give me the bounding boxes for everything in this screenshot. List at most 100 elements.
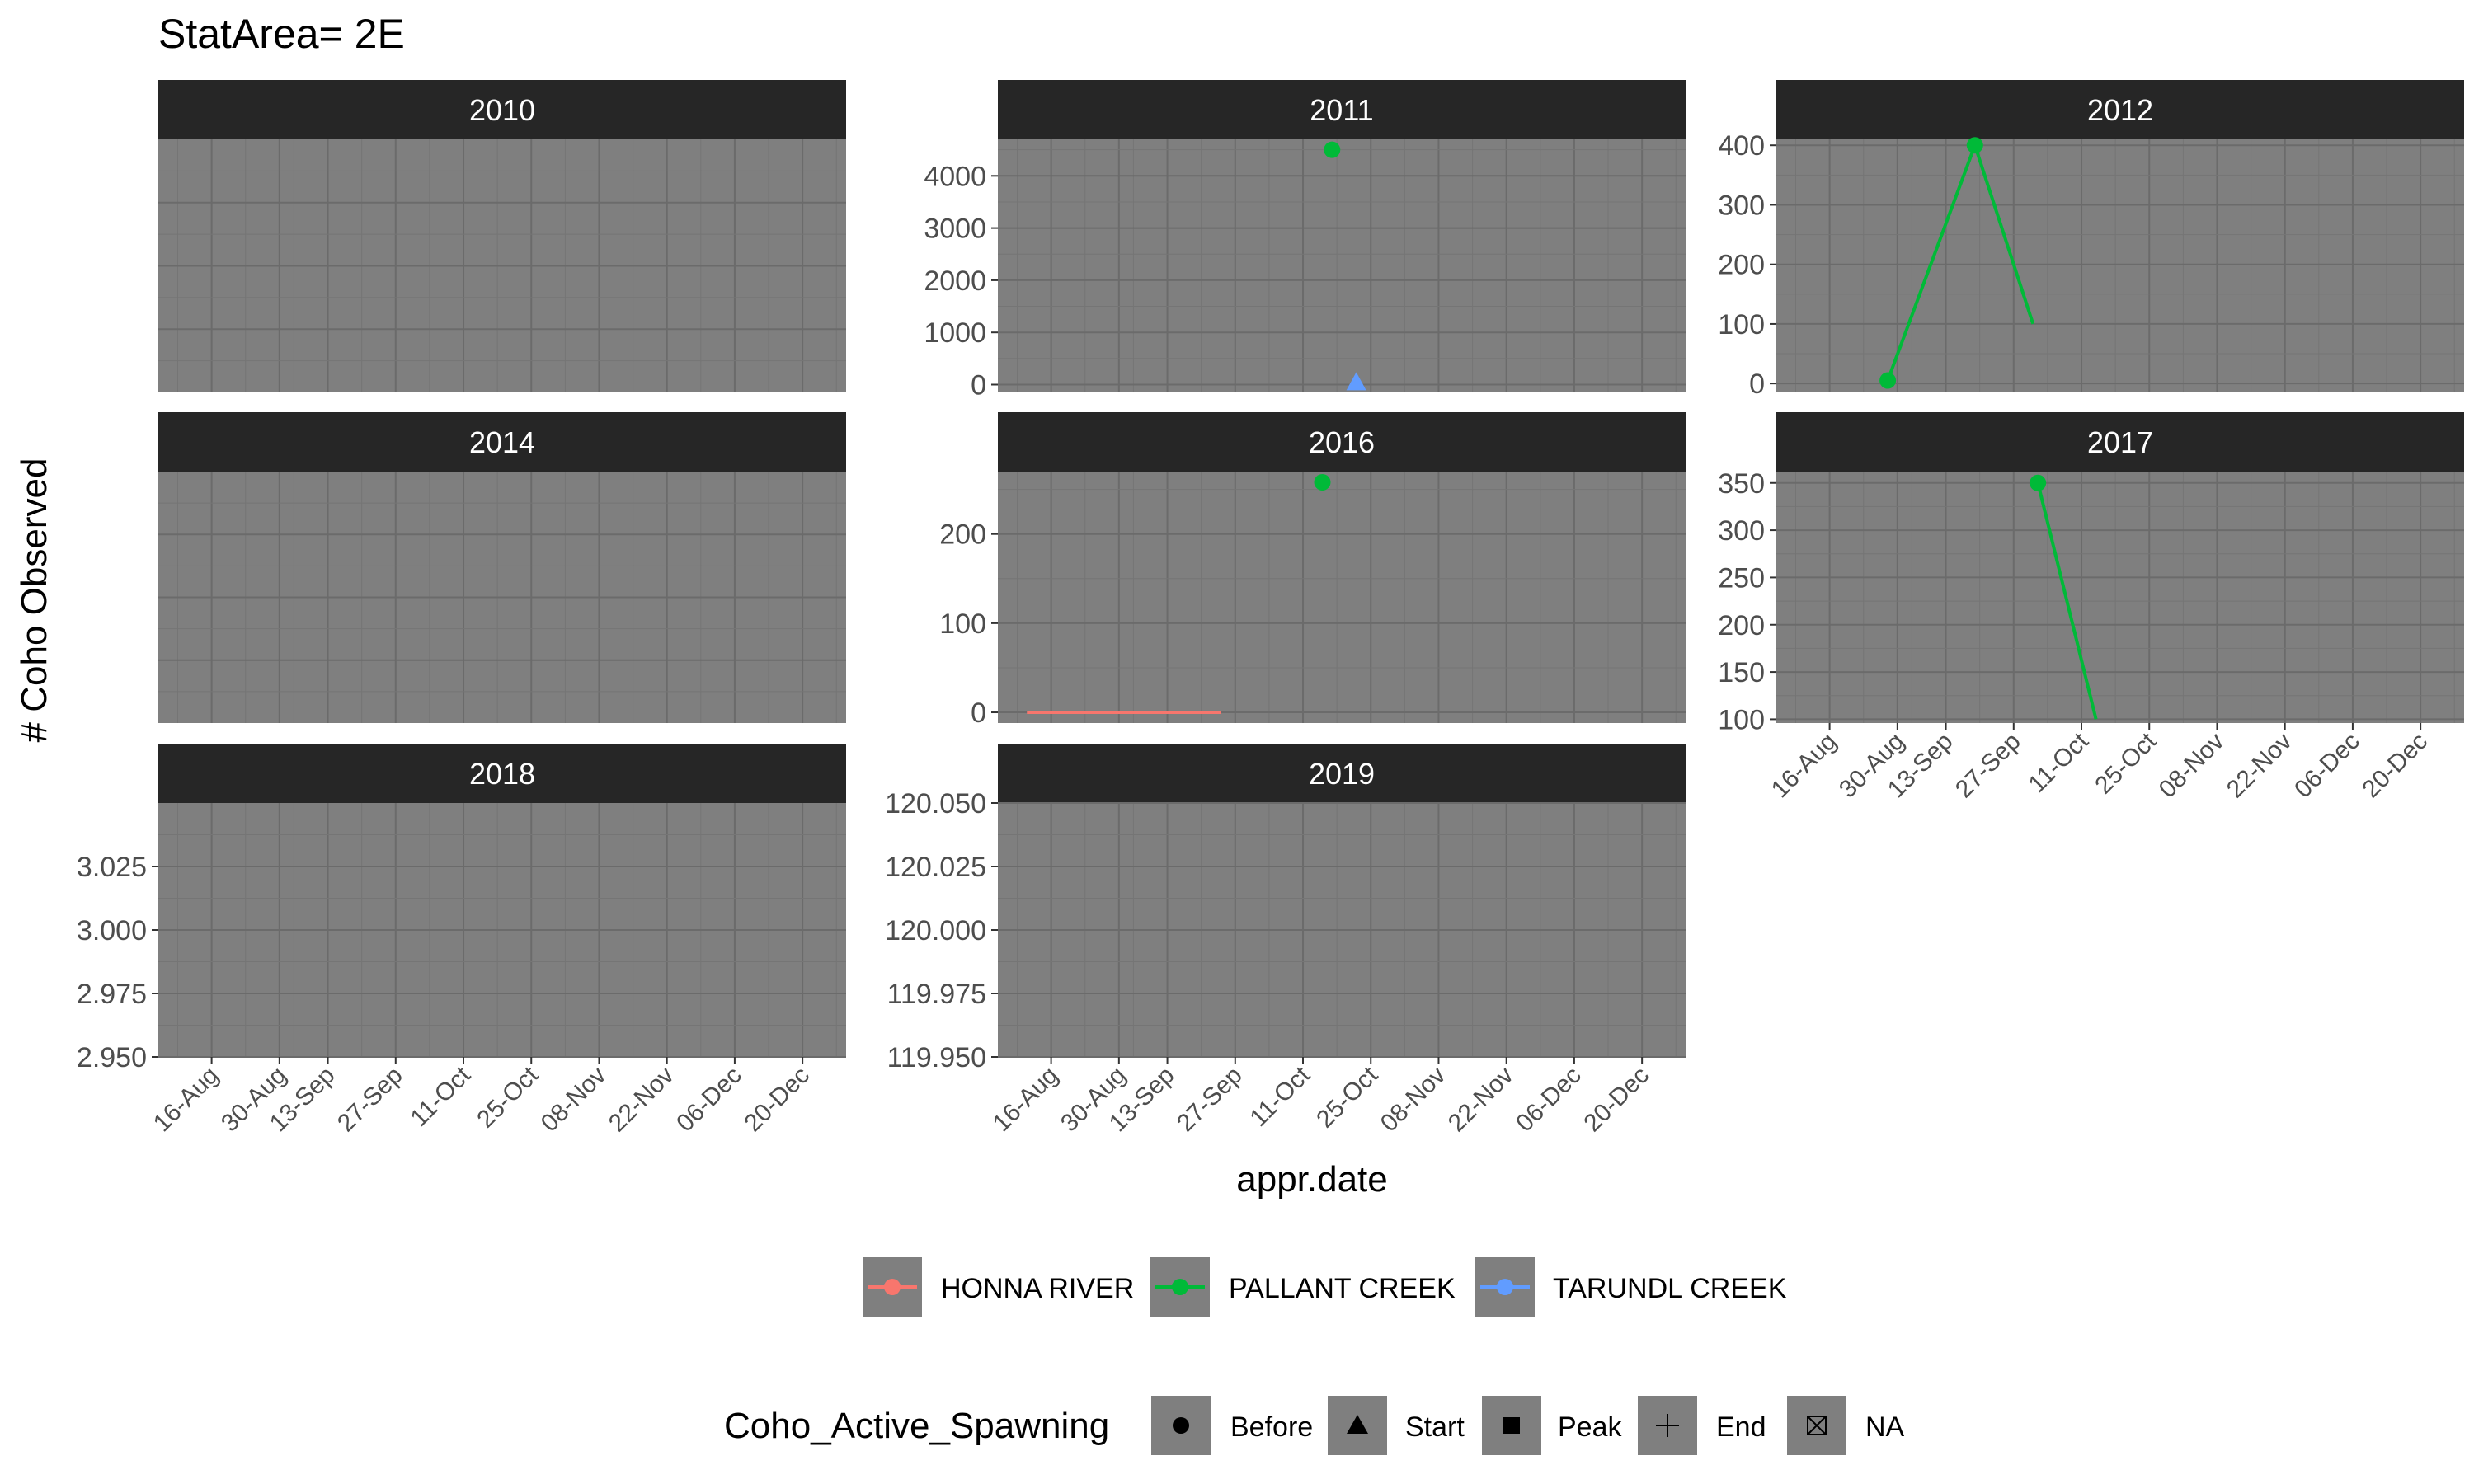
color-legend: HONNA RIVER PALLANT CREEK TARUNDL CREEK xyxy=(863,1257,1787,1317)
x-tick-label: 27-Sep xyxy=(332,1062,408,1138)
legend-dot xyxy=(1172,1279,1188,1295)
y-tick-label: 2.950 xyxy=(77,1042,147,1073)
y-tick-label: 120.050 xyxy=(885,788,986,819)
shape-legend-label: Peak xyxy=(1558,1411,1622,1443)
shape-legend-item-before: Before xyxy=(1151,1396,1313,1455)
legend-label: TARUNDL CREEK xyxy=(1553,1273,1787,1304)
x-tick-label: 06-Dec xyxy=(1511,1062,1587,1138)
x-tick-label: 16-Aug xyxy=(1766,728,1842,804)
y-tick-label: 120.000 xyxy=(885,915,986,946)
y-tick-label: 150 xyxy=(1718,657,1765,688)
shape-box-x xyxy=(1807,1416,1827,1435)
facet-panel-2019: 2019 119.950 119.975 120.000 120.025 120.050 1… xyxy=(885,744,1686,1137)
x-tick-label: 20-Dec xyxy=(1578,1062,1654,1138)
x-tick-label: 25-Oct xyxy=(2090,727,2161,799)
x-tick-label: 20-Dec xyxy=(739,1062,815,1138)
strip-2012 xyxy=(1776,80,2464,139)
strip-2011 xyxy=(998,80,1686,139)
y-tick-label: 119.950 xyxy=(887,1042,986,1073)
y-tick-label: 119.975 xyxy=(887,979,986,1010)
shape-box-x-d2 xyxy=(1807,1416,1827,1435)
x-tick-label: 25-Oct xyxy=(472,1061,543,1133)
facet-panel-2010: 2010 xyxy=(158,80,846,392)
y-axis-title: # Coho Observed xyxy=(14,458,54,743)
legend-dot xyxy=(1497,1279,1513,1295)
shape-legend-item-start: Start xyxy=(1328,1396,1465,1455)
facet-panel-2018: 20182.9502.9753.0003.02516-Aug30-Aug13-S… xyxy=(77,744,846,1137)
strip-label-2019: 2019 xyxy=(1309,757,1375,791)
shape-square xyxy=(1503,1417,1520,1434)
panel-background-2016 xyxy=(998,472,1686,723)
data-point xyxy=(1879,372,1897,389)
legend-label: PALLANT CREEK xyxy=(1229,1273,1456,1304)
strip-2016 xyxy=(998,412,1686,472)
legend-item-tarundl-creek: TARUNDL CREEK xyxy=(1475,1257,1787,1317)
data-point xyxy=(1346,372,1366,391)
y-tick-label: 4000 xyxy=(924,161,986,192)
shape-legend-item-end: End xyxy=(1638,1396,1766,1455)
panel-background-2011 xyxy=(998,139,1686,392)
legend-item-pallant-creek: PALLANT CREEK xyxy=(1150,1257,1456,1317)
strip-2014 xyxy=(158,412,846,472)
strip-label-2011: 2011 xyxy=(1310,93,1373,127)
y-tick-label: 2.975 xyxy=(77,979,147,1010)
x-tick-label: 11-Oct xyxy=(406,1061,477,1132)
legend-item-honna-river: HONNA RIVER xyxy=(863,1257,1134,1317)
x-tick-label: 08-Nov xyxy=(536,1062,612,1138)
x-tick-label: 27-Sep xyxy=(1950,728,2026,804)
y-tick-label: 0 xyxy=(1749,369,1765,400)
y-tick-label: 400 xyxy=(1718,130,1765,162)
y-tick-label: 300 xyxy=(1718,515,1765,547)
x-tick-label: 20-Dec xyxy=(2357,728,2433,804)
y-tick-label: 100 xyxy=(1718,704,1765,735)
panel-background-2017 xyxy=(1776,472,2464,723)
y-tick-label: 200 xyxy=(1718,250,1765,281)
y-tick-label: 250 xyxy=(1718,562,1765,594)
x-tick-label: 27-Sep xyxy=(1172,1062,1248,1138)
x-tick-label: 16-Aug xyxy=(988,1062,1064,1138)
chart-title: StatArea= 2E xyxy=(158,11,405,57)
strip-label-2010: 2010 xyxy=(469,93,535,127)
strip-label-2016: 2016 xyxy=(1309,425,1375,459)
panel-background-2012 xyxy=(1776,139,2464,392)
y-tick-label: 300 xyxy=(1718,190,1765,221)
y-tick-label: 3.025 xyxy=(77,852,147,883)
strip-2017 xyxy=(1776,412,2464,472)
strip-label-2018: 2018 xyxy=(469,757,535,791)
y-tick-label: 0 xyxy=(971,697,986,729)
facet-panels: 2010 201101000200030004000201201002003004… xyxy=(77,80,2464,1137)
strip-2010 xyxy=(158,80,846,139)
facet-panel-2011: 2011 0 1000 2000 3000 4000 xyxy=(924,80,1686,402)
x-tick-label: 22-Nov xyxy=(604,1062,680,1138)
facet-panel-2012: 2012 0 100 200 300 400 xyxy=(1718,80,2464,400)
shape-triangle xyxy=(1347,1415,1368,1434)
y-tick-label: 0 xyxy=(971,370,986,402)
facet-panel-2017: 201710015020025030035016-Aug30-Aug13-Sep… xyxy=(1718,412,2464,803)
y-tick-label: 200 xyxy=(939,519,986,551)
x-tick-label: 08-Nov xyxy=(1376,1062,1451,1138)
shape-legend: Coho_Active_Spawning Before Start Peak End NA xyxy=(724,1396,1905,1455)
y-tick-label: 200 xyxy=(1718,610,1765,641)
x-tick-label: 16-Aug xyxy=(148,1062,224,1138)
shape-legend-item-peak: Peak xyxy=(1482,1396,1622,1455)
y-tick-label: 350 xyxy=(1718,468,1765,500)
x-tick-label: 08-Nov xyxy=(2154,728,2230,804)
strip-2019 xyxy=(998,744,1686,803)
shape-legend-item-na: NA xyxy=(1787,1396,1905,1455)
shape-legend-label: Start xyxy=(1405,1411,1465,1443)
x-tick-label: 06-Dec xyxy=(671,1062,747,1138)
series-line-pallant-creek xyxy=(2036,482,2098,720)
y-tick-label: 1000 xyxy=(924,317,986,349)
x-tick-label: 06-Dec xyxy=(2289,728,2365,804)
x-tick-label: 25-Oct xyxy=(1311,1061,1383,1133)
x-tick-label: 22-Nov xyxy=(1443,1062,1519,1138)
shape-legend-label: End xyxy=(1716,1411,1766,1443)
data-point xyxy=(1314,473,1331,491)
legend-label: HONNA RIVER xyxy=(941,1273,1134,1304)
y-tick-label: 120.025 xyxy=(885,852,986,883)
data-point xyxy=(2030,474,2047,491)
y-tick-label: 2000 xyxy=(924,265,986,297)
y-tick-label: 3.000 xyxy=(77,915,147,946)
shape-legend-title: Coho_Active_Spawning xyxy=(724,1406,1109,1446)
